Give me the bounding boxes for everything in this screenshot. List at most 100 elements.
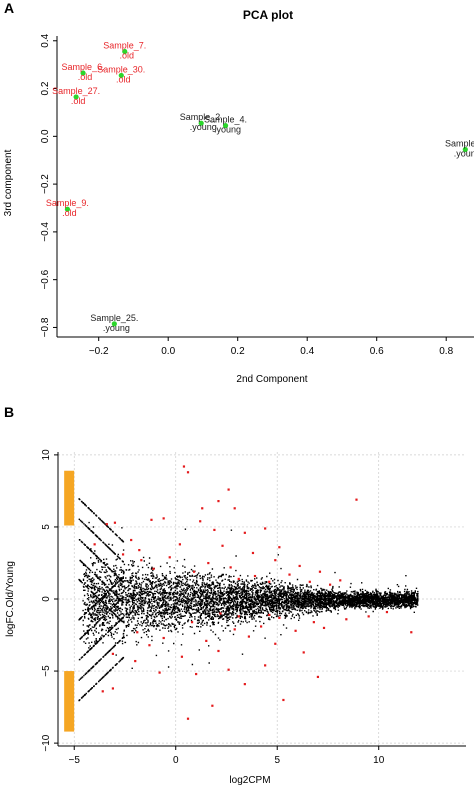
- ma-significant-point: [193, 570, 196, 573]
- ma-significant-point: [227, 668, 230, 671]
- ma-significant-point: [219, 612, 222, 615]
- ma-significant-point: [274, 642, 277, 645]
- ma-significant-point: [162, 517, 165, 520]
- ma-significant-point: [227, 488, 230, 491]
- ma-significant-point: [150, 518, 153, 521]
- ma-significant-point: [308, 580, 311, 583]
- ma-axes: −5 0 5 10 10 5 0 −5 −10: [41, 449, 466, 766]
- pca-point-label: Sample_2.: [180, 112, 223, 122]
- ma-y-tick-label: −10: [41, 734, 52, 751]
- pca-point-label-group: .old: [62, 208, 77, 218]
- pca-point: [222, 122, 229, 129]
- ma-significant-point: [134, 659, 137, 663]
- ma-significant-point: [268, 613, 271, 617]
- ma-plot: log2CPM logFC.Old/Young −5 0 5 10 10 5 0 −5 −10: [5, 449, 466, 786]
- ma-significant-point: [201, 507, 204, 510]
- pca-y-axis-label: 3rd component: [3, 149, 14, 216]
- ma-significant-point: [264, 664, 267, 667]
- ma-x-tick-label: −5: [69, 755, 81, 766]
- ma-significant-point: [233, 507, 236, 510]
- panel-a-letter: A: [4, 0, 15, 16]
- pca-point-label: Sample_6.: [62, 62, 105, 72]
- pca-title: PCA plot: [243, 8, 293, 22]
- pca-point-label: Sample_2: [445, 138, 474, 148]
- ma-significant-genes: [93, 465, 413, 720]
- pca-point-label-group: .old: [116, 74, 131, 84]
- ma-low-count-lower: [64, 671, 75, 732]
- ma-significant-point: [367, 615, 370, 618]
- ma-x-tick-label: 5: [274, 755, 280, 766]
- pca-y-tick-label: −0.6: [40, 269, 51, 289]
- pca-points: Sample_7..oldSample_6..oldSample_30..old…: [46, 41, 474, 333]
- ma-significant-point: [213, 528, 216, 532]
- ma-significant-point: [130, 538, 133, 542]
- pca-plot: PCA plot 2nd Component 3rd component −0.…: [3, 8, 474, 385]
- ma-significant-point: [190, 621, 194, 624]
- ma-significant-point: [264, 527, 267, 530]
- ma-y-axis-label: logFC.Old/Young: [5, 561, 16, 637]
- pca-point: [122, 48, 128, 55]
- pca-point-label-group: .old: [78, 72, 93, 82]
- ma-significant-point: [217, 500, 220, 503]
- pca-point-label: Sample_30.: [97, 64, 145, 74]
- pca-x-axis-label: 2nd Component: [236, 374, 307, 385]
- ma-significant-point: [329, 583, 332, 586]
- ma-significant-point: [93, 543, 96, 546]
- ma-significant-point: [186, 471, 190, 474]
- ma-x-tick-label: 0: [173, 755, 179, 766]
- ma-y-tick-label: −5: [41, 665, 52, 677]
- pca-x-tick-label: 0.2: [231, 346, 245, 357]
- ma-significant-point: [253, 574, 257, 578]
- ma-significant-point: [339, 579, 342, 582]
- pca-point: [111, 321, 117, 327]
- ma-significant-point: [243, 683, 246, 686]
- pca-y-tick-label: −0.4: [40, 222, 51, 242]
- ma-significant-point: [229, 566, 232, 569]
- ma-significant-point: [233, 628, 236, 631]
- pca-point-label: Sample_25.: [90, 313, 138, 323]
- pca-y-tick-label: 0.4: [40, 33, 51, 47]
- ma-significant-point: [136, 631, 139, 634]
- pca-point: [64, 206, 71, 212]
- pca-y-tick-label: −0.8: [40, 317, 51, 337]
- ma-significant-point: [282, 698, 285, 702]
- pca-point-label-group: .young: [103, 323, 130, 333]
- pca-point: [118, 72, 124, 79]
- ma-significant-point: [251, 551, 255, 555]
- pca-point-label: Sample_4.: [204, 115, 247, 125]
- pca-point: [462, 146, 468, 153]
- pca-point-label-group: .young: [190, 122, 217, 132]
- ma-significant-point: [217, 649, 220, 653]
- ma-significant-point: [121, 553, 125, 556]
- ma-significant-point: [278, 616, 281, 619]
- pca-x-tick-label: 0.6: [370, 346, 384, 357]
- pca-point-label-group: .young: [454, 148, 474, 158]
- ma-gene-cloud: [78, 498, 419, 702]
- ma-significant-point: [111, 687, 115, 690]
- pca-point-label-group: .old: [120, 51, 135, 61]
- ma-significant-point: [113, 521, 117, 524]
- ma-significant-point: [243, 531, 246, 534]
- ma-significant-point: [259, 625, 263, 628]
- ma-significant-point: [274, 559, 277, 562]
- ma-significant-point: [318, 570, 322, 573]
- ma-significant-point: [195, 672, 198, 676]
- ma-significant-point: [294, 629, 297, 632]
- ma-significant-point: [162, 636, 165, 640]
- ma-significant-point: [298, 564, 301, 568]
- ma-x-axis-label: log2CPM: [229, 775, 270, 786]
- ma-significant-point: [211, 704, 214, 707]
- pca-axes: −0.2 0.0 0.2 0.4 0.6 0.8 0.4 0.2 0.0 −0.2 −0.4 −0.6…: [40, 33, 474, 357]
- ma-significant-point: [158, 671, 161, 674]
- ma-significant-point: [101, 690, 104, 693]
- ma-significant-point: [312, 621, 315, 624]
- pca-y-tick-label: 0.0: [40, 129, 51, 143]
- ma-significant-point: [168, 556, 171, 559]
- ma-significant-point: [302, 651, 305, 654]
- ma-y-tick-label: 0: [41, 596, 52, 602]
- ma-significant-point: [247, 635, 251, 638]
- ma-significant-point: [182, 465, 186, 468]
- ma-significant-point: [205, 639, 208, 642]
- pca-x-tick-label: 0.8: [439, 346, 453, 357]
